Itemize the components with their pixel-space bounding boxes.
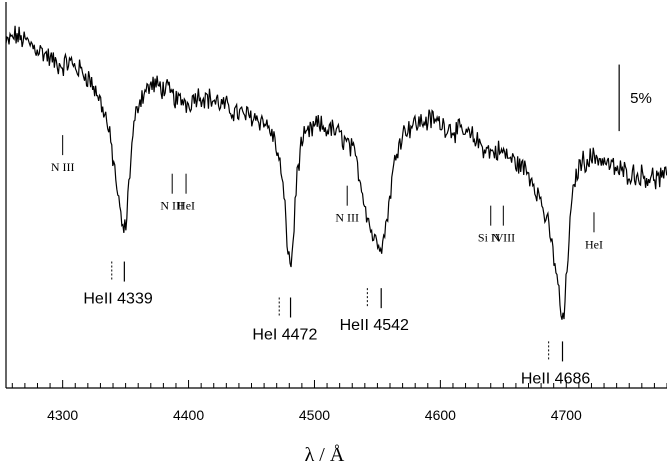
- line-id-label: HeII 4542: [340, 317, 409, 334]
- line-id-label: HeI: [177, 199, 195, 213]
- x-tick-label: 4500: [299, 407, 330, 423]
- line-id-label: N III: [160, 199, 184, 213]
- x-axis-label: λ / Å: [305, 444, 345, 466]
- x-tick-label: 4300: [47, 407, 78, 423]
- scale-bar-label: 5%: [630, 90, 652, 107]
- x-tick-label: 4600: [425, 407, 456, 423]
- x-tick-label: 4700: [551, 407, 582, 423]
- line-id-label: HeII 4339: [83, 291, 152, 308]
- line-id-label: HeII 4686: [521, 370, 590, 387]
- line-id-label: N III: [51, 160, 75, 174]
- x-tick-label: 4400: [173, 407, 204, 423]
- line-id-label: Si IV: [478, 231, 504, 245]
- spectrum-line: [5, 25, 667, 320]
- line-id-label: HeI: [585, 237, 603, 251]
- line-id-label: N III: [491, 231, 515, 245]
- line-id-label: N III: [335, 211, 359, 225]
- axis-layer: 4300 4400 4500 4600 4700: [5, 2, 667, 423]
- line-id-label: HeI 4472: [252, 326, 317, 343]
